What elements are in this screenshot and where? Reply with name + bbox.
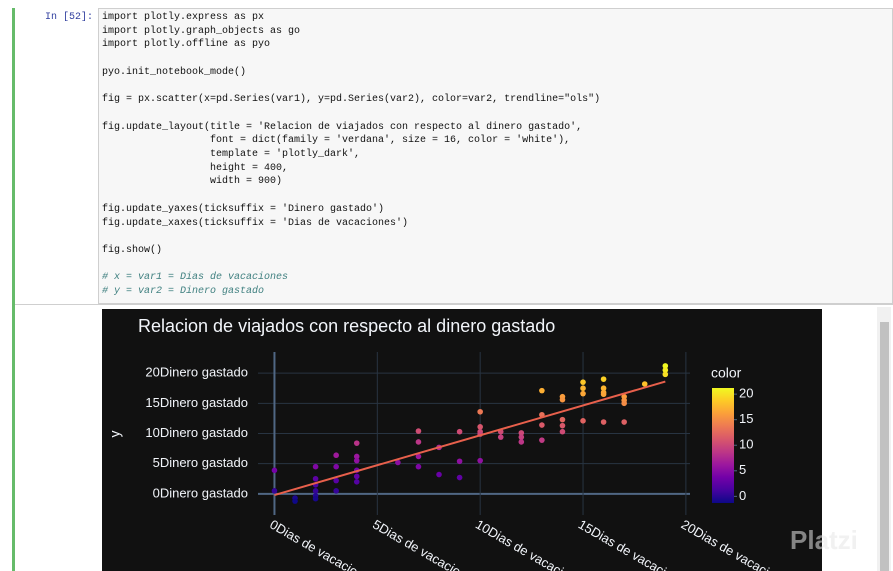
code-cell[interactable] xyxy=(98,8,893,304)
point xyxy=(600,391,607,398)
code-line: fig.show() xyxy=(102,244,163,256)
point xyxy=(518,434,525,440)
code-line: fig.update_layout(title = 'Relacion de v… xyxy=(102,121,583,133)
point xyxy=(621,400,627,407)
chart-title: Relacion de viajados con respecto al din… xyxy=(138,316,555,336)
point xyxy=(415,428,422,434)
point xyxy=(621,419,627,425)
y-tick-label: 15Dinero gastado xyxy=(145,395,248,410)
code-line: fig.update_xaxes(ticksuffix = 'Dias de v… xyxy=(102,217,409,229)
point xyxy=(333,452,339,459)
code-line: width = 900) xyxy=(102,176,283,188)
point xyxy=(415,453,422,460)
y-tick-label: 5Dinero gastado xyxy=(153,455,248,470)
point xyxy=(271,467,278,474)
point xyxy=(600,385,607,392)
point xyxy=(539,422,545,428)
point xyxy=(497,434,504,440)
colorbar-tick-label: 10 xyxy=(739,437,753,452)
output-separator xyxy=(15,304,893,305)
point xyxy=(415,439,422,445)
point xyxy=(559,422,566,429)
point xyxy=(662,367,669,373)
point xyxy=(271,488,278,494)
code-line: # y = var2 = Dinero gastado xyxy=(102,286,265,297)
point xyxy=(518,439,525,445)
point xyxy=(539,387,545,394)
point xyxy=(456,458,463,465)
point xyxy=(436,471,442,478)
point xyxy=(641,381,648,387)
colorbar-tick-label: 0 xyxy=(739,488,746,503)
y-tick-label: 10Dinero gastado xyxy=(145,425,248,440)
point xyxy=(353,457,360,464)
point xyxy=(415,463,422,470)
point xyxy=(395,459,401,466)
point xyxy=(580,418,586,424)
point xyxy=(353,453,360,460)
point xyxy=(580,385,586,392)
cell-indicator xyxy=(12,8,15,571)
colorbar-title: color xyxy=(711,365,742,381)
point xyxy=(600,419,607,425)
point xyxy=(353,473,360,480)
code-line: import plotly.offline as pyo xyxy=(102,39,271,51)
y-axis-title: y xyxy=(107,431,123,438)
code-line: fig.update_yaxes(ticksuffix = 'Dinero ga… xyxy=(102,203,385,215)
colorbar-tick-label: 20 xyxy=(739,386,753,401)
point xyxy=(662,371,669,378)
point xyxy=(456,474,463,481)
point xyxy=(353,440,360,446)
point xyxy=(353,478,360,485)
point xyxy=(333,488,339,494)
point xyxy=(456,428,463,435)
y-tick-label: 20Dinero gastado xyxy=(145,365,248,380)
scrollbar-thumb[interactable] xyxy=(880,322,889,571)
point xyxy=(662,363,669,369)
code-line: fig = px.scatter(x=pd.Series(var1), y=pd… xyxy=(102,94,601,106)
point xyxy=(539,437,545,443)
colorbar-tick-label: 5 xyxy=(739,462,746,477)
prompt: In [52]: xyxy=(45,12,94,23)
code-line: import plotly.graph_objects as go xyxy=(102,25,301,37)
point xyxy=(559,416,566,423)
code-line: font = dict(family = 'verdana', size = 1… xyxy=(102,135,571,147)
code-line: # x = var1 = Dias de vacaciones xyxy=(102,272,289,284)
trendline xyxy=(274,380,666,497)
point xyxy=(333,463,339,470)
point xyxy=(477,408,483,415)
point xyxy=(580,379,586,385)
y-tick-label: 0Dinero gastado xyxy=(153,485,248,500)
watermark: Platzi xyxy=(790,525,858,555)
point xyxy=(312,488,319,494)
point xyxy=(312,495,319,502)
point xyxy=(600,376,607,382)
point xyxy=(518,430,525,436)
point xyxy=(559,396,566,403)
code-line: height = 400, xyxy=(102,162,289,174)
point xyxy=(292,498,298,504)
point xyxy=(477,457,483,464)
colorbar xyxy=(712,388,734,503)
point xyxy=(559,428,566,435)
point xyxy=(312,475,319,482)
point xyxy=(333,477,339,484)
code-line: import plotly.express as px xyxy=(102,12,265,23)
point xyxy=(580,390,586,397)
colorbar-tick-label: 15 xyxy=(739,411,753,426)
code-line: template = 'plotly_dark', xyxy=(102,149,361,160)
code-line: pyo.init_notebook_mode() xyxy=(102,66,247,78)
point xyxy=(477,424,483,430)
point xyxy=(312,463,319,470)
